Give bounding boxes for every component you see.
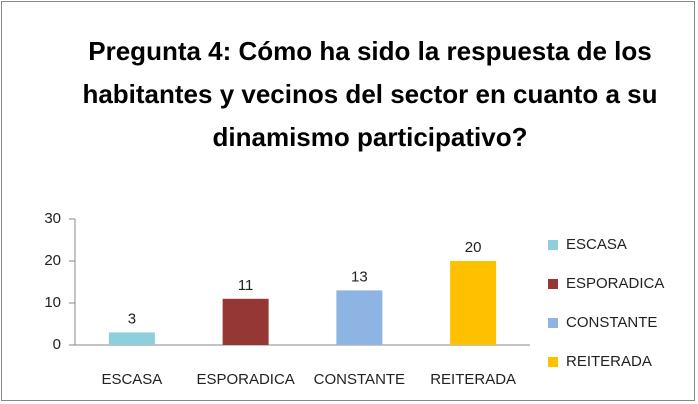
y-tick-label: 10: [44, 294, 61, 311]
legend-label: ESPORADICA: [566, 275, 664, 292]
bar: [108, 332, 155, 345]
legend-swatch: [548, 240, 558, 250]
legend-swatch: [548, 318, 558, 328]
legend-swatch: [548, 279, 558, 289]
x-tick-label: ESPORADICA: [196, 371, 294, 388]
bar: [222, 298, 269, 345]
x-tick-label: CONSTANTE: [314, 371, 405, 388]
x-tick-label: REITERADA: [430, 371, 516, 388]
legend-label: ESCASA: [566, 236, 627, 253]
bar: [450, 261, 497, 345]
bar: [336, 290, 383, 345]
data-label: 3: [128, 310, 136, 327]
data-label: 20: [465, 239, 482, 256]
y-tick-label: 0: [53, 336, 61, 353]
y-tick-label: 30: [44, 210, 61, 227]
legend-label: CONSTANTE: [566, 314, 657, 331]
data-label: 11: [238, 277, 254, 294]
data-label: 13: [351, 268, 368, 285]
legend-swatch: [548, 357, 558, 367]
legend-label: REITERADA: [566, 353, 652, 370]
chart-title: Pregunta 4: Cómo ha sido la respuesta de…: [82, 36, 658, 152]
y-tick-label: 20: [44, 252, 61, 269]
x-tick-label: ESCASA: [101, 371, 162, 388]
